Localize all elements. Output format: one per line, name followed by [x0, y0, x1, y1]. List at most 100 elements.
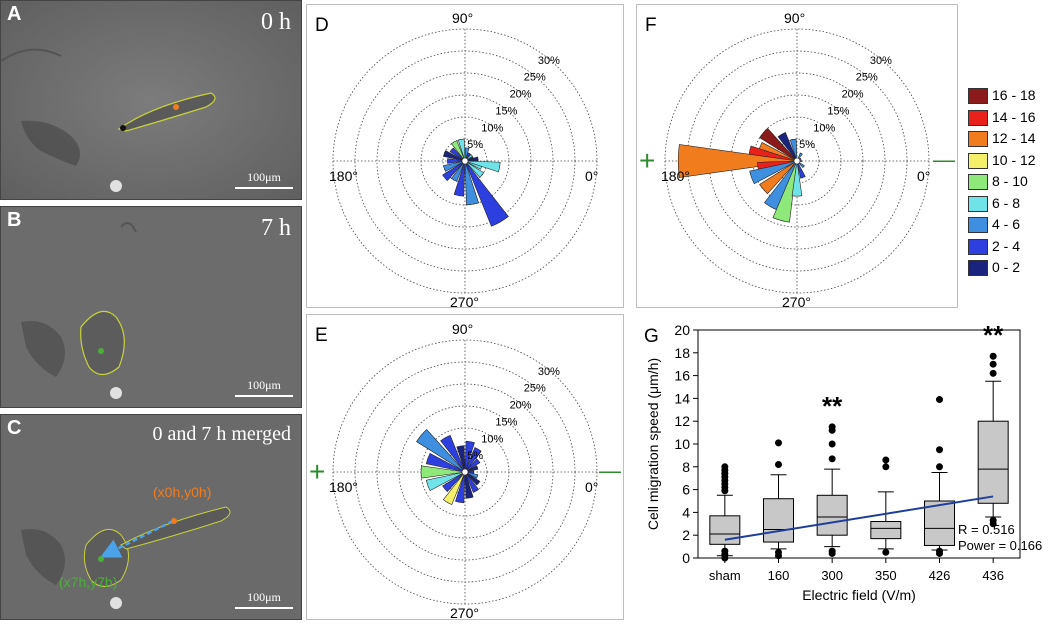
polar-wedge — [464, 147, 470, 162]
legend-label: 4 - 6 — [992, 216, 1021, 232]
angle-label: 270° — [782, 294, 811, 309]
legend-swatch — [968, 195, 988, 212]
outlier-point — [936, 463, 943, 471]
angle-label: 0° — [585, 479, 598, 495]
ring-label: 10% — [481, 122, 503, 134]
polar-wedge — [442, 471, 466, 493]
ring-label: 10% — [813, 122, 835, 134]
polar-wedge — [425, 471, 466, 491]
x-tick-label: sham — [709, 568, 741, 583]
panel-label-b: B — [7, 209, 22, 231]
box — [709, 515, 741, 545]
ring-label: 30% — [538, 366, 560, 378]
outlier-point — [882, 548, 890, 556]
polar-wedge — [455, 471, 466, 504]
x-tick-label: 160 — [768, 568, 790, 583]
panel-label: G — [644, 326, 659, 347]
ring-label: 20% — [842, 89, 864, 101]
time-label-b: 7 h — [261, 215, 291, 241]
polar-wedge — [464, 160, 509, 227]
legend-label: 0 - 2 — [992, 259, 1021, 275]
polar-wedge — [447, 158, 466, 164]
legend-label: 8 - 10 — [992, 173, 1028, 189]
polar-wedge — [425, 453, 466, 473]
scale-label-b: 100μm — [247, 378, 281, 392]
polar-wedge — [420, 465, 466, 479]
polar-wedge — [443, 160, 466, 172]
outlier-point — [989, 516, 997, 524]
polar-wedge — [464, 156, 479, 162]
micrograph-a: A 0 h 100μm — [0, 0, 302, 200]
scale-bar-b: 100μm — [235, 378, 293, 397]
polar-wedge — [443, 150, 466, 162]
boxplot-panel-g: 0 2 4 6 8 10 12 14 16 18 20 sham 160 300 350 426 436 ** **… — [636, 316, 1052, 626]
angle-label: 90° — [784, 10, 805, 26]
legend-label: 6 - 8 — [992, 194, 1021, 211]
y-tick-label: 18 — [674, 345, 690, 361]
polar-wedge — [451, 160, 466, 182]
coord-start-label: (x0h,y0h) — [153, 484, 211, 500]
x-tick-label: 350 — [875, 568, 897, 583]
ring-label: 5% — [799, 139, 815, 151]
y-tick-label: 4 — [682, 504, 690, 520]
polar-wedge — [442, 471, 466, 506]
polar-wedge — [464, 160, 485, 178]
legend-swatch — [968, 131, 988, 147]
angle-label: 180° — [661, 168, 690, 184]
ring-label: 10% — [481, 433, 503, 445]
ring-label: 25% — [524, 383, 546, 395]
angle-label: 0° — [585, 168, 598, 184]
outlier-point — [828, 455, 836, 463]
outlier-point — [828, 440, 836, 448]
polar-wedge — [456, 445, 466, 473]
ring-label: 15% — [495, 416, 517, 428]
outlier-point — [882, 456, 890, 464]
outlier-point — [989, 369, 997, 377]
ring-label: 25% — [524, 72, 546, 84]
micrograph-c-image: (x0h,y0h) (x7h,y7h) — [1, 415, 301, 619]
outlier-point — [936, 396, 943, 404]
field-plus-symbol: + — [639, 145, 655, 176]
polar-wedge — [442, 160, 466, 182]
angle-label: 270° — [450, 605, 479, 621]
polar-wedge — [457, 138, 466, 162]
outlier-point — [721, 463, 729, 471]
legend-swatch — [968, 88, 988, 104]
micrograph-c: (x0h,y0h) (x7h,y7h) C 0 and 7 h merged 1… — [0, 414, 302, 620]
polar-chart-d: 5% 10% 15% 20% 25% 30% 90° 180° 0° 270° D — [315, 10, 598, 309]
polar-center — [461, 157, 469, 165]
legend-label: 10 - 12 — [992, 151, 1036, 168]
field-minus-symbol: — — [599, 458, 621, 483]
micrograph-b: B 7 h 100μm — [0, 206, 302, 408]
polar-center — [793, 157, 801, 165]
polar-wedge — [464, 471, 479, 493]
polar-wedge — [464, 471, 479, 479]
field-plus-symbol: + — [309, 456, 325, 487]
legend-label: 16 - 18 — [992, 87, 1036, 103]
ring-label: 25% — [856, 72, 878, 84]
x-tick-label: 300 — [821, 568, 843, 583]
outlier-point — [775, 461, 782, 469]
box — [816, 494, 848, 536]
polar-wedge — [449, 147, 466, 162]
angle-label: 180° — [329, 168, 358, 184]
x-tick-label: 426 — [929, 568, 951, 583]
panel-label-c: C — [7, 417, 22, 439]
polar-wedge — [677, 144, 798, 178]
y-tick-label: 8 — [682, 459, 690, 475]
polar-chart-f: 5% 10% 15% 20% 25% 30% 90° 180° 0° 270° F + — — [639, 10, 955, 309]
y-tick-label: 12 — [674, 413, 690, 429]
outlier-point — [882, 463, 890, 471]
micrograph-a-image — [1, 1, 301, 199]
outlier-point — [936, 547, 943, 555]
ring-label: 20% — [510, 400, 532, 412]
scale-bar-line-c — [235, 607, 293, 609]
polar-wedge — [772, 160, 798, 223]
polar-wedge — [451, 140, 466, 162]
y-tick-label: 2 — [682, 527, 690, 543]
ring-label: 5% — [467, 450, 483, 462]
box — [977, 420, 1009, 504]
outlier-point — [775, 552, 782, 560]
legend-label: 14 - 16 — [992, 108, 1036, 125]
annotation-power: Power = 0.166 — [958, 538, 1042, 553]
